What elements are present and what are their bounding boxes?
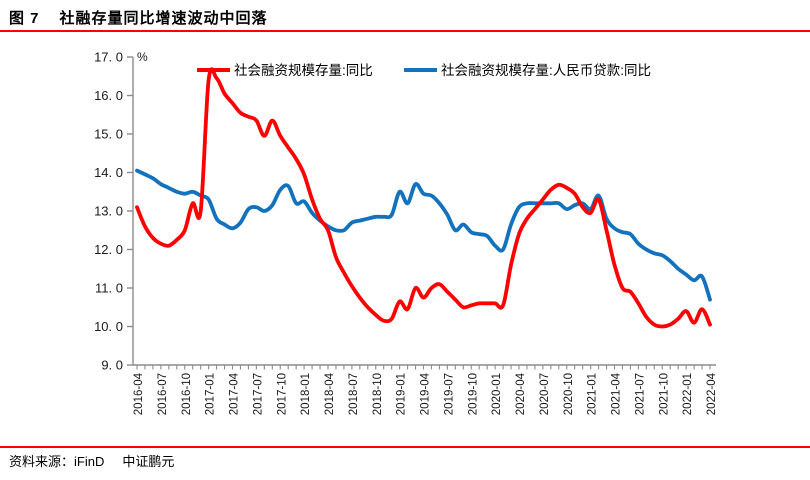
line-chart: 9. 0 10. 0 11. 0 12. 0 13. 0 14. 0 15. 0 16. 0 1…: [94, 50, 718, 416]
x-tick-label: 2016-07: [157, 373, 169, 415]
x-tick-label: 2017-07: [252, 373, 264, 415]
legend-label-series-1: 社会融资规模存量:人民币贷款:同比: [441, 63, 651, 78]
x-tick-label: 2020-10: [563, 373, 575, 415]
y-tick-label: 10. 0: [94, 319, 123, 334]
y-tick-label: 16. 0: [94, 88, 123, 103]
x-tick-label: 2018-10: [372, 373, 384, 415]
x-tick-label: 2018-01: [300, 373, 312, 415]
x-tick-label: 2018-04: [324, 372, 336, 415]
x-tick-label: 2019-04: [420, 372, 432, 415]
source-label: 资料来源：iFinD: [9, 454, 105, 469]
y-tick-label: 17. 0: [94, 50, 123, 65]
x-tick-label: 2021-04: [611, 372, 623, 415]
chart-legend: 社会融资规模存量:同比 社会融资规模存量:人民币贷款:同比: [197, 63, 651, 78]
x-tick-label: 2018-07: [348, 373, 360, 415]
x-tick-label: 2020-01: [491, 373, 503, 415]
brand-label: 中证鹏元: [122, 454, 175, 469]
x-tick-label: 2021-10: [658, 373, 670, 415]
y-tick-label: 11. 0: [95, 281, 123, 296]
y-tick-label: 12. 0: [94, 242, 123, 257]
x-tick-label: 2016-10: [181, 373, 193, 415]
page-title: 社融存量同比增速波动中回落: [59, 10, 268, 27]
x-tick-label: 2020-07: [539, 373, 551, 415]
x-tick-label: 2020-04: [515, 372, 527, 415]
x-tick-label: 2019-01: [396, 373, 408, 415]
y-tick-label: 9. 0: [101, 358, 123, 373]
x-tick-label: 2017-10: [276, 373, 288, 415]
series-layer: [135, 67, 712, 329]
bottom-divider: [0, 446, 810, 448]
series-line-0: [135, 67, 712, 329]
series-line-1: [135, 168, 712, 302]
x-tick-label: 2016-04: [133, 372, 145, 415]
figure-header: 图 7 社融存量同比增速波动中回落: [9, 7, 268, 28]
y-tick-label: 13. 0: [94, 204, 123, 219]
x-tick-label: 2022-04: [706, 372, 718, 415]
legend-label-series-0: 社会融资规模存量:同比: [234, 63, 373, 78]
x-tick-label: 2021-01: [587, 373, 599, 415]
source-line: 资料来源：iFinD 中证鹏元: [9, 451, 174, 470]
figure-label: 图 7: [9, 10, 40, 27]
x-tick-label: 2017-01: [205, 373, 217, 415]
y-tick-label: 14. 0: [94, 165, 123, 180]
top-divider: [0, 30, 810, 32]
x-tick-label: 2019-07: [443, 373, 455, 415]
axes-layer: 9. 0 10. 0 11. 0 12. 0 13. 0 14. 0 15. 0 16. 0 1…: [94, 50, 718, 416]
x-tick-label: 2017-04: [229, 372, 241, 415]
x-tick-label: 2021-07: [634, 373, 646, 415]
x-tick-label: 2019-10: [467, 373, 479, 415]
y-tick-label: 15. 0: [94, 127, 123, 142]
x-tick-label: 2022-01: [682, 373, 694, 415]
y-axis-unit-label: %: [137, 50, 148, 64]
